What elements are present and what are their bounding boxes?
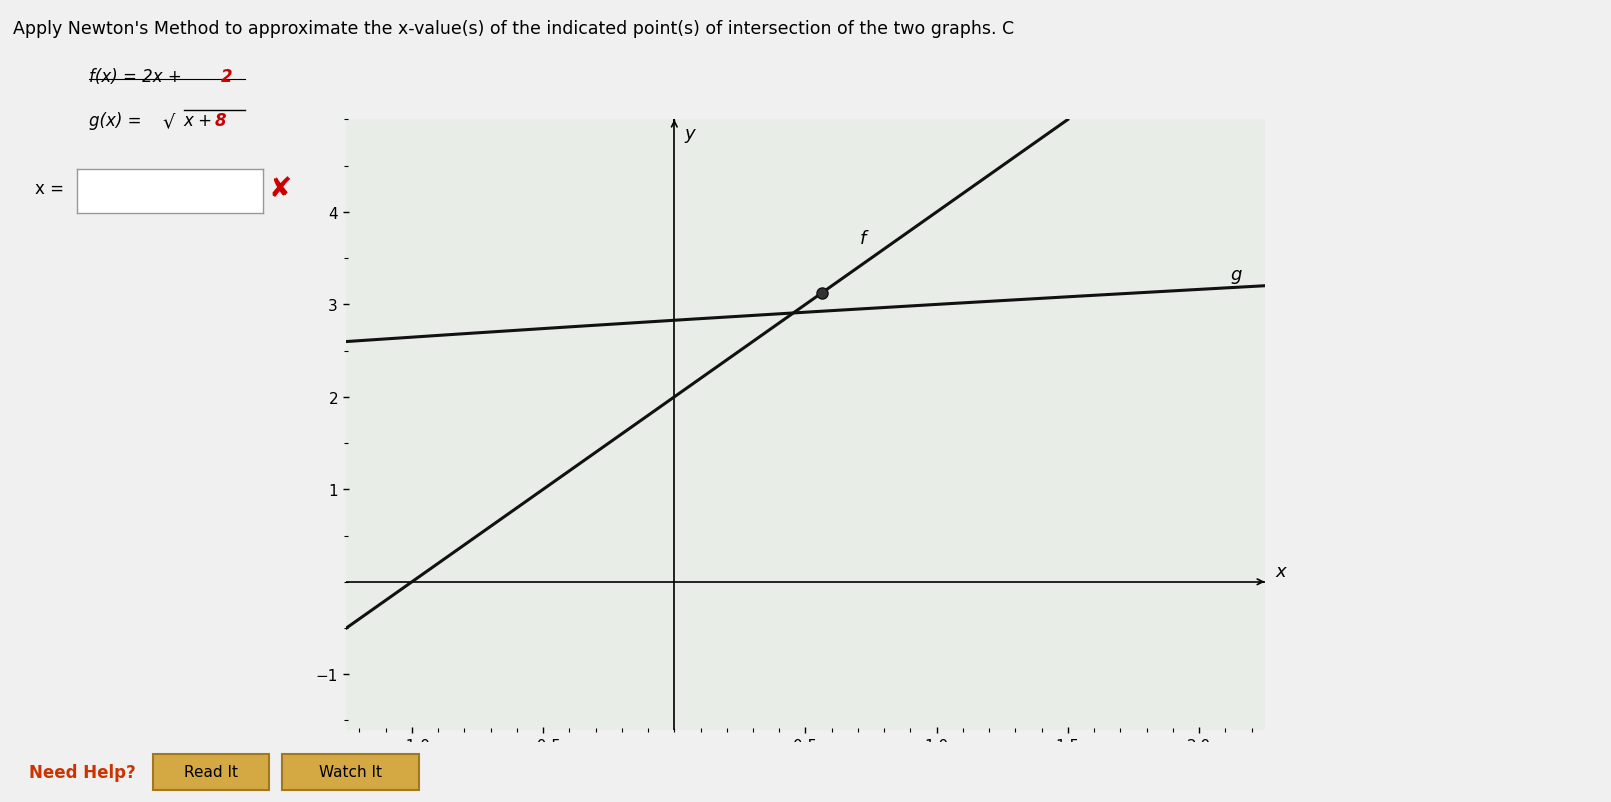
Text: Watch It: Watch It — [319, 764, 382, 780]
Text: 8: 8 — [214, 112, 226, 130]
FancyBboxPatch shape — [282, 754, 419, 790]
Text: x +: x + — [184, 112, 217, 130]
Text: x: x — [1276, 562, 1286, 580]
Text: x =: x = — [35, 180, 64, 197]
Text: 2: 2 — [221, 68, 232, 86]
Text: g: g — [1231, 265, 1242, 284]
Text: g(x) =: g(x) = — [89, 112, 147, 130]
Text: Need Help?: Need Help? — [29, 763, 135, 781]
Text: f(x) = 2x +: f(x) = 2x + — [89, 68, 187, 86]
Text: √: √ — [163, 112, 176, 132]
Text: ✘: ✘ — [269, 175, 292, 202]
FancyBboxPatch shape — [153, 754, 269, 790]
Text: Read It: Read It — [184, 764, 238, 780]
Text: Apply Newton's Method to approximate the x-value(s) of the indicated point(s) of: Apply Newton's Method to approximate the… — [13, 20, 1013, 38]
Text: f: f — [860, 229, 867, 248]
Text: y: y — [685, 125, 696, 143]
